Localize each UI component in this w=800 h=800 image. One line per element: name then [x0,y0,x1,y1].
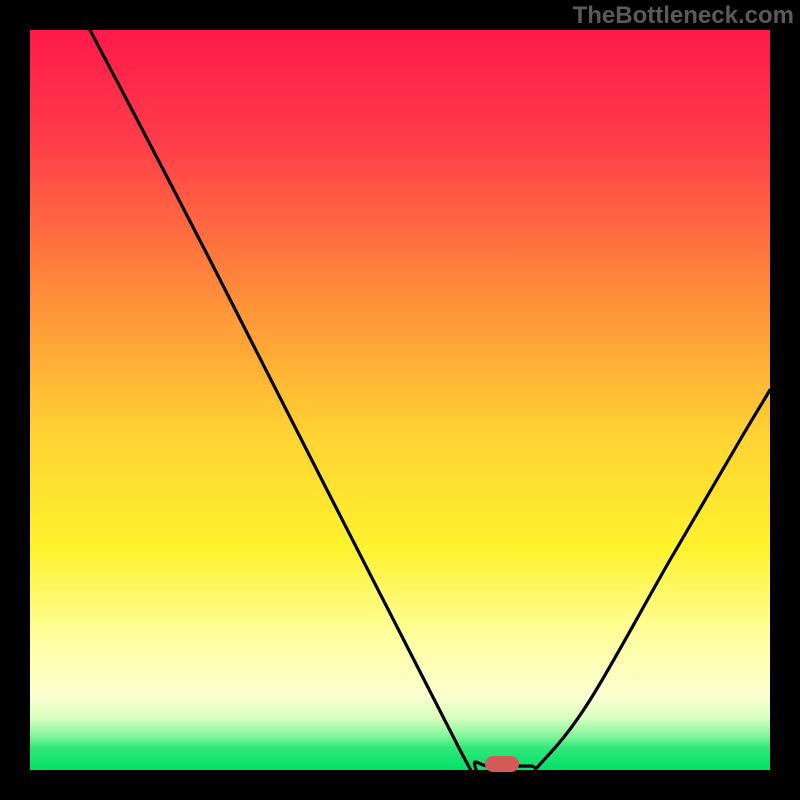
bottleneck-curve [0,0,800,800]
outer-frame: TheBottleneck.com [0,0,800,800]
optimal-point-marker [485,756,519,772]
